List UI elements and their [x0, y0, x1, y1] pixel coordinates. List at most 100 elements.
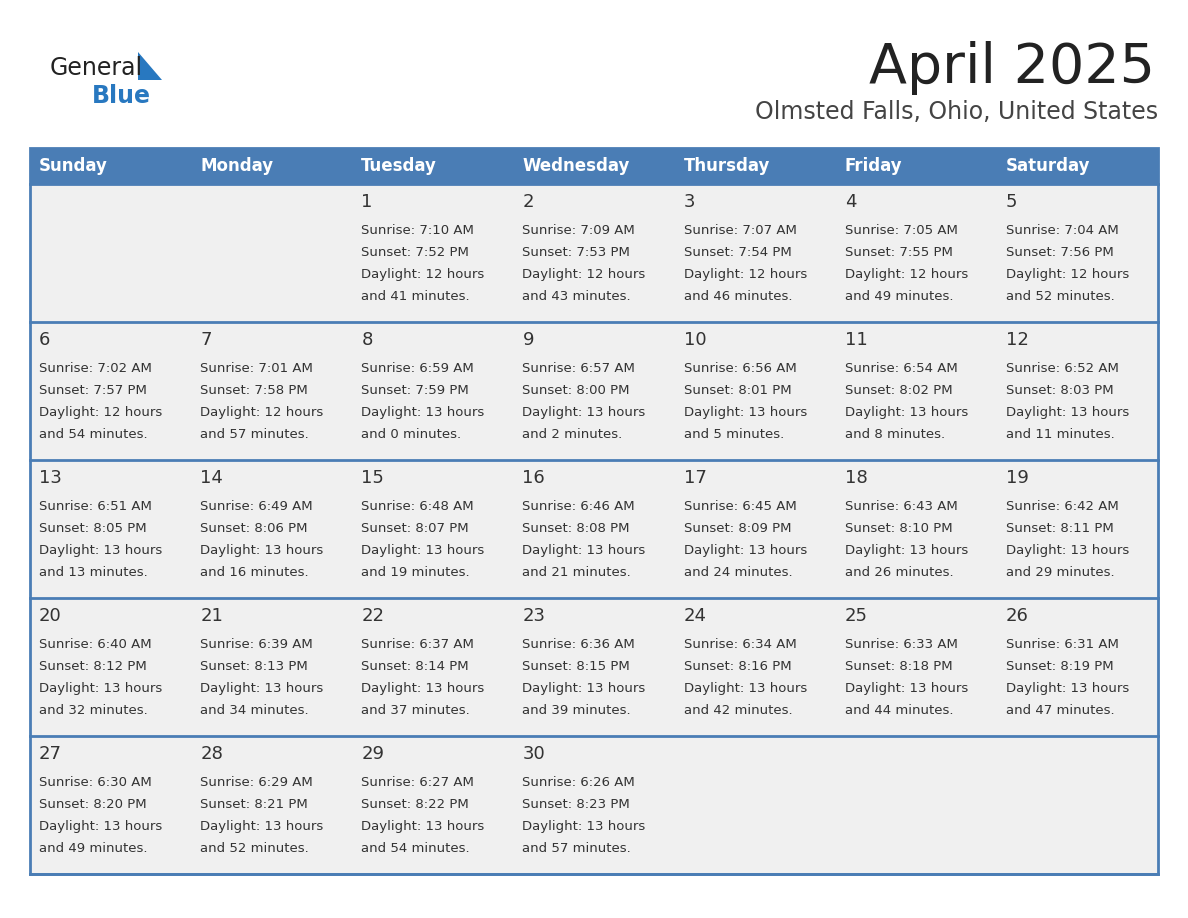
Text: Daylight: 13 hours: Daylight: 13 hours — [361, 682, 485, 695]
Text: 7: 7 — [200, 331, 211, 349]
Text: Sunrise: 7:07 AM: Sunrise: 7:07 AM — [683, 224, 796, 237]
Text: Monday: Monday — [200, 157, 273, 175]
Text: Sunset: 8:06 PM: Sunset: 8:06 PM — [200, 522, 308, 535]
Text: Saturday: Saturday — [1006, 157, 1091, 175]
Text: Sunrise: 6:52 AM: Sunrise: 6:52 AM — [1006, 362, 1119, 375]
Text: Daylight: 12 hours: Daylight: 12 hours — [683, 268, 807, 281]
Text: Sunset: 8:07 PM: Sunset: 8:07 PM — [361, 522, 469, 535]
Text: 30: 30 — [523, 745, 545, 763]
Text: and 21 minutes.: and 21 minutes. — [523, 566, 631, 579]
Bar — [30, 148, 1158, 874]
Text: Daylight: 13 hours: Daylight: 13 hours — [1006, 406, 1129, 419]
Text: Sunset: 7:57 PM: Sunset: 7:57 PM — [39, 384, 147, 397]
Text: April 2025: April 2025 — [868, 41, 1155, 95]
Text: Sunset: 8:00 PM: Sunset: 8:00 PM — [523, 384, 630, 397]
Text: Sunrise: 6:46 AM: Sunrise: 6:46 AM — [523, 500, 636, 513]
Text: Sunrise: 6:31 AM: Sunrise: 6:31 AM — [1006, 638, 1119, 651]
Text: Sunrise: 6:30 AM: Sunrise: 6:30 AM — [39, 776, 152, 789]
Text: Sunset: 8:15 PM: Sunset: 8:15 PM — [523, 660, 630, 673]
Text: Daylight: 13 hours: Daylight: 13 hours — [523, 544, 646, 557]
Text: Daylight: 12 hours: Daylight: 12 hours — [39, 406, 163, 419]
Text: 5: 5 — [1006, 193, 1017, 211]
Text: Sunday: Sunday — [39, 157, 108, 175]
Text: Daylight: 13 hours: Daylight: 13 hours — [200, 682, 323, 695]
Text: 22: 22 — [361, 607, 384, 625]
Text: Sunset: 8:16 PM: Sunset: 8:16 PM — [683, 660, 791, 673]
Text: Daylight: 13 hours: Daylight: 13 hours — [845, 544, 968, 557]
Text: Sunset: 8:19 PM: Sunset: 8:19 PM — [1006, 660, 1113, 673]
Text: and 49 minutes.: and 49 minutes. — [39, 842, 147, 855]
Text: Sunrise: 6:26 AM: Sunrise: 6:26 AM — [523, 776, 636, 789]
Text: 11: 11 — [845, 331, 867, 349]
Text: Sunrise: 6:51 AM: Sunrise: 6:51 AM — [39, 500, 152, 513]
Text: and 41 minutes.: and 41 minutes. — [361, 290, 470, 303]
Text: and 43 minutes.: and 43 minutes. — [523, 290, 631, 303]
Polygon shape — [138, 52, 162, 80]
Text: and 37 minutes.: and 37 minutes. — [361, 704, 470, 717]
Text: Daylight: 13 hours: Daylight: 13 hours — [523, 682, 646, 695]
Text: Sunset: 8:05 PM: Sunset: 8:05 PM — [39, 522, 146, 535]
Text: Sunset: 8:20 PM: Sunset: 8:20 PM — [39, 798, 146, 811]
Text: Daylight: 13 hours: Daylight: 13 hours — [200, 820, 323, 833]
Text: Sunset: 8:09 PM: Sunset: 8:09 PM — [683, 522, 791, 535]
Text: 20: 20 — [39, 607, 62, 625]
Text: and 47 minutes.: and 47 minutes. — [1006, 704, 1114, 717]
Text: and 19 minutes.: and 19 minutes. — [361, 566, 470, 579]
Text: Sunset: 7:58 PM: Sunset: 7:58 PM — [200, 384, 308, 397]
Text: Sunset: 8:10 PM: Sunset: 8:10 PM — [845, 522, 953, 535]
Text: Sunset: 8:02 PM: Sunset: 8:02 PM — [845, 384, 953, 397]
Text: 4: 4 — [845, 193, 857, 211]
Text: 28: 28 — [200, 745, 223, 763]
Text: Sunset: 8:13 PM: Sunset: 8:13 PM — [200, 660, 308, 673]
Text: and 52 minutes.: and 52 minutes. — [1006, 290, 1114, 303]
Text: Daylight: 13 hours: Daylight: 13 hours — [523, 406, 646, 419]
Text: 8: 8 — [361, 331, 373, 349]
Text: 10: 10 — [683, 331, 706, 349]
Text: Daylight: 12 hours: Daylight: 12 hours — [200, 406, 323, 419]
Text: Sunset: 8:03 PM: Sunset: 8:03 PM — [1006, 384, 1113, 397]
Text: Sunset: 8:18 PM: Sunset: 8:18 PM — [845, 660, 953, 673]
Text: 19: 19 — [1006, 469, 1029, 487]
Bar — [30, 148, 1158, 874]
Text: Daylight: 13 hours: Daylight: 13 hours — [39, 820, 163, 833]
Text: and 57 minutes.: and 57 minutes. — [523, 842, 631, 855]
Text: 1: 1 — [361, 193, 373, 211]
Text: Sunrise: 6:27 AM: Sunrise: 6:27 AM — [361, 776, 474, 789]
Text: Blue: Blue — [91, 84, 151, 108]
Text: Sunrise: 6:43 AM: Sunrise: 6:43 AM — [845, 500, 958, 513]
Text: and 8 minutes.: and 8 minutes. — [845, 428, 944, 441]
Text: Sunset: 8:08 PM: Sunset: 8:08 PM — [523, 522, 630, 535]
Text: and 11 minutes.: and 11 minutes. — [1006, 428, 1114, 441]
Text: Daylight: 12 hours: Daylight: 12 hours — [361, 268, 485, 281]
Text: Daylight: 13 hours: Daylight: 13 hours — [683, 406, 807, 419]
Text: Sunrise: 7:02 AM: Sunrise: 7:02 AM — [39, 362, 152, 375]
Text: Daylight: 13 hours: Daylight: 13 hours — [1006, 682, 1129, 695]
Text: 15: 15 — [361, 469, 384, 487]
Text: and 46 minutes.: and 46 minutes. — [683, 290, 792, 303]
Text: Daylight: 13 hours: Daylight: 13 hours — [1006, 544, 1129, 557]
Text: and 39 minutes.: and 39 minutes. — [523, 704, 631, 717]
Bar — [30, 148, 1158, 184]
Text: Daylight: 13 hours: Daylight: 13 hours — [200, 544, 323, 557]
Text: Sunset: 7:53 PM: Sunset: 7:53 PM — [523, 246, 631, 259]
Text: 2: 2 — [523, 193, 533, 211]
Text: and 54 minutes.: and 54 minutes. — [361, 842, 470, 855]
Text: Sunrise: 6:42 AM: Sunrise: 6:42 AM — [1006, 500, 1119, 513]
Text: Wednesday: Wednesday — [523, 157, 630, 175]
Text: 12: 12 — [1006, 331, 1029, 349]
Text: Sunrise: 7:04 AM: Sunrise: 7:04 AM — [1006, 224, 1119, 237]
Text: Daylight: 13 hours: Daylight: 13 hours — [39, 682, 163, 695]
Text: 16: 16 — [523, 469, 545, 487]
Text: Sunset: 7:59 PM: Sunset: 7:59 PM — [361, 384, 469, 397]
Text: and 0 minutes.: and 0 minutes. — [361, 428, 461, 441]
Text: and 2 minutes.: and 2 minutes. — [523, 428, 623, 441]
Text: Sunset: 8:21 PM: Sunset: 8:21 PM — [200, 798, 308, 811]
Text: 18: 18 — [845, 469, 867, 487]
Text: Sunrise: 6:29 AM: Sunrise: 6:29 AM — [200, 776, 312, 789]
Text: 21: 21 — [200, 607, 223, 625]
Text: 25: 25 — [845, 607, 867, 625]
Text: Sunrise: 6:34 AM: Sunrise: 6:34 AM — [683, 638, 796, 651]
Text: Daylight: 13 hours: Daylight: 13 hours — [845, 406, 968, 419]
Text: Daylight: 13 hours: Daylight: 13 hours — [683, 544, 807, 557]
Text: Thursday: Thursday — [683, 157, 770, 175]
